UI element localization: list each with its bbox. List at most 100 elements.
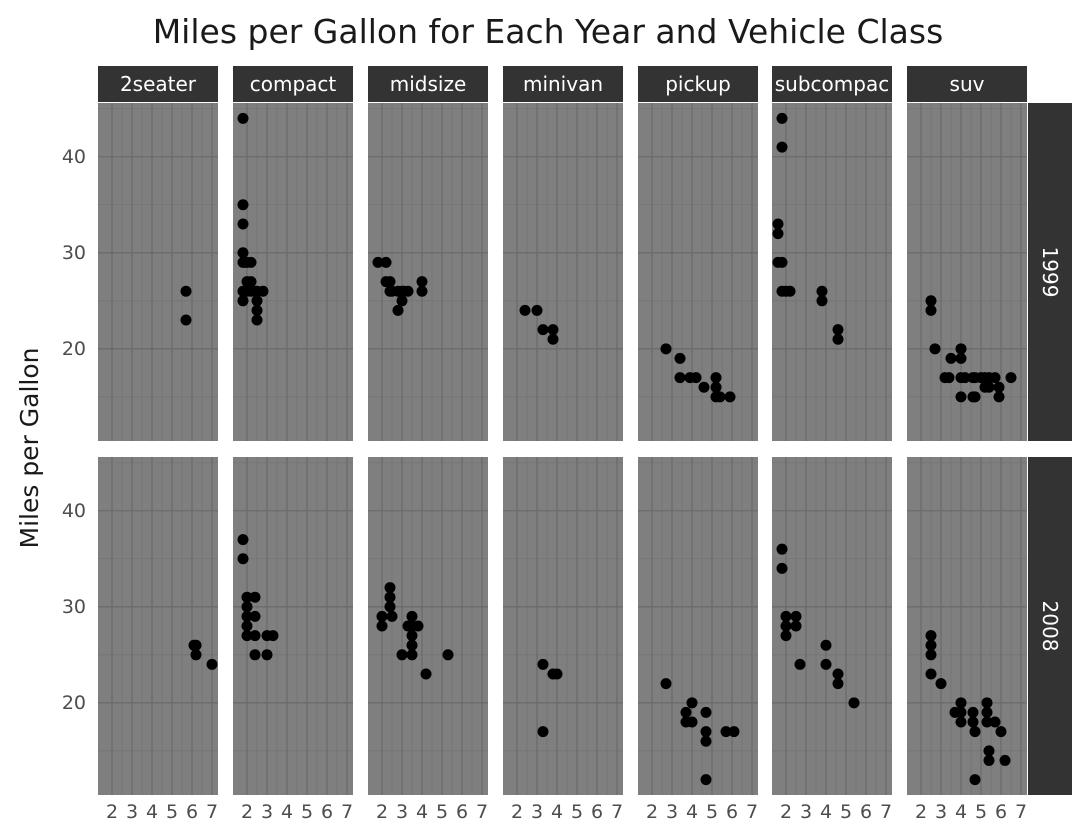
- data-point: [412, 620, 424, 632]
- x-tick-label: 7: [476, 801, 488, 823]
- data-point: [955, 352, 967, 364]
- col-strip-midsize: [368, 66, 488, 102]
- data-point: [249, 610, 261, 622]
- data-point: [981, 716, 993, 728]
- data-point: [241, 610, 253, 622]
- data-point: [945, 352, 957, 364]
- data-point: [384, 591, 396, 603]
- data-point: [531, 304, 543, 316]
- x-tick-label: 3: [396, 801, 408, 823]
- data-point: [710, 381, 722, 393]
- data-point: [820, 658, 832, 670]
- data-point: [820, 639, 832, 651]
- x-tick-label: 5: [301, 801, 313, 823]
- x-tick-label: 3: [666, 801, 678, 823]
- data-point: [249, 630, 261, 642]
- x-tick-label: 4: [820, 801, 832, 823]
- data-point: [245, 276, 257, 288]
- row-strip-label: 2008: [1038, 601, 1062, 652]
- x-tick-label: 7: [341, 801, 353, 823]
- data-point: [983, 754, 995, 766]
- data-point: [674, 372, 686, 384]
- data-point: [660, 343, 672, 355]
- data-point: [969, 726, 981, 738]
- data-point: [237, 247, 249, 259]
- col-strip-label: midsize: [390, 72, 467, 96]
- data-point: [993, 391, 1005, 403]
- panel-2008-compact: [233, 457, 353, 795]
- x-tick-label: 2: [511, 801, 523, 823]
- x-tick-label: 6: [591, 801, 603, 823]
- data-point: [993, 381, 1005, 393]
- x-tick-label: 5: [166, 801, 178, 823]
- x-tick-label: 4: [281, 801, 293, 823]
- data-point: [790, 620, 802, 632]
- data-point: [710, 372, 722, 384]
- data-point: [237, 534, 249, 546]
- chart-title: Miles per Gallon for Each Year and Vehic…: [153, 12, 944, 51]
- data-point: [392, 304, 404, 316]
- data-point: [698, 381, 710, 393]
- data-point: [1005, 372, 1017, 384]
- data-point: [396, 295, 408, 307]
- data-point: [832, 668, 844, 680]
- data-point: [402, 285, 414, 297]
- data-point: [780, 620, 792, 632]
- x-tick-label: 3: [261, 801, 273, 823]
- data-point: [237, 295, 249, 307]
- data-point: [776, 112, 788, 124]
- data-point: [959, 372, 971, 384]
- panel-1999-2seater: [98, 103, 218, 441]
- data-point: [547, 333, 559, 345]
- x-tick-label: 6: [456, 801, 468, 823]
- x-tick-label: 7: [880, 801, 892, 823]
- data-point: [816, 295, 828, 307]
- panel-background: [368, 103, 488, 441]
- row-strip-1999: [1028, 103, 1072, 441]
- data-point: [780, 630, 792, 642]
- panel-background: [772, 103, 892, 441]
- col-strip-label: suv: [950, 72, 985, 96]
- x-tick-label: 2: [646, 801, 658, 823]
- data-point: [406, 630, 418, 642]
- panel-1999-subcompac: [772, 103, 892, 441]
- col-strip-compact: [233, 66, 353, 102]
- data-point: [967, 716, 979, 728]
- col-strip-label: 2seater: [120, 72, 197, 96]
- data-point: [384, 276, 396, 288]
- data-point: [261, 649, 273, 661]
- x-tick-label: 5: [840, 801, 852, 823]
- panel-background: [503, 103, 623, 441]
- x-tick-label: 2: [376, 801, 388, 823]
- data-point: [241, 630, 253, 642]
- data-point: [180, 285, 192, 297]
- data-point: [776, 543, 788, 555]
- data-point: [442, 649, 454, 661]
- panel-background: [233, 103, 353, 441]
- data-point: [237, 112, 249, 124]
- x-tick-label: 2: [106, 801, 118, 823]
- data-point: [925, 630, 937, 642]
- x-tick-label: 4: [686, 801, 698, 823]
- data-point: [700, 706, 712, 718]
- data-point: [406, 610, 418, 622]
- data-point: [981, 706, 993, 718]
- x-tick-label: 3: [126, 801, 138, 823]
- data-point: [180, 314, 192, 326]
- x-tick-label: 4: [955, 801, 967, 823]
- data-point: [249, 591, 261, 603]
- data-point: [784, 285, 796, 297]
- data-point: [983, 745, 995, 757]
- panel-2008-2seater: [98, 457, 218, 795]
- data-point: [700, 774, 712, 786]
- data-point: [925, 668, 937, 680]
- col-strip-label: subcompac: [775, 72, 889, 96]
- y-tick-label: 20: [62, 338, 86, 360]
- x-tick-label: 6: [186, 801, 198, 823]
- y-tick-label: 20: [62, 692, 86, 714]
- panel-2008-minivan: [503, 457, 623, 795]
- y-axis-label: Miles per Gallon: [15, 347, 44, 548]
- y-tick-label: 30: [62, 242, 86, 264]
- data-point: [832, 678, 844, 690]
- col-strip-subcompac: [772, 66, 892, 102]
